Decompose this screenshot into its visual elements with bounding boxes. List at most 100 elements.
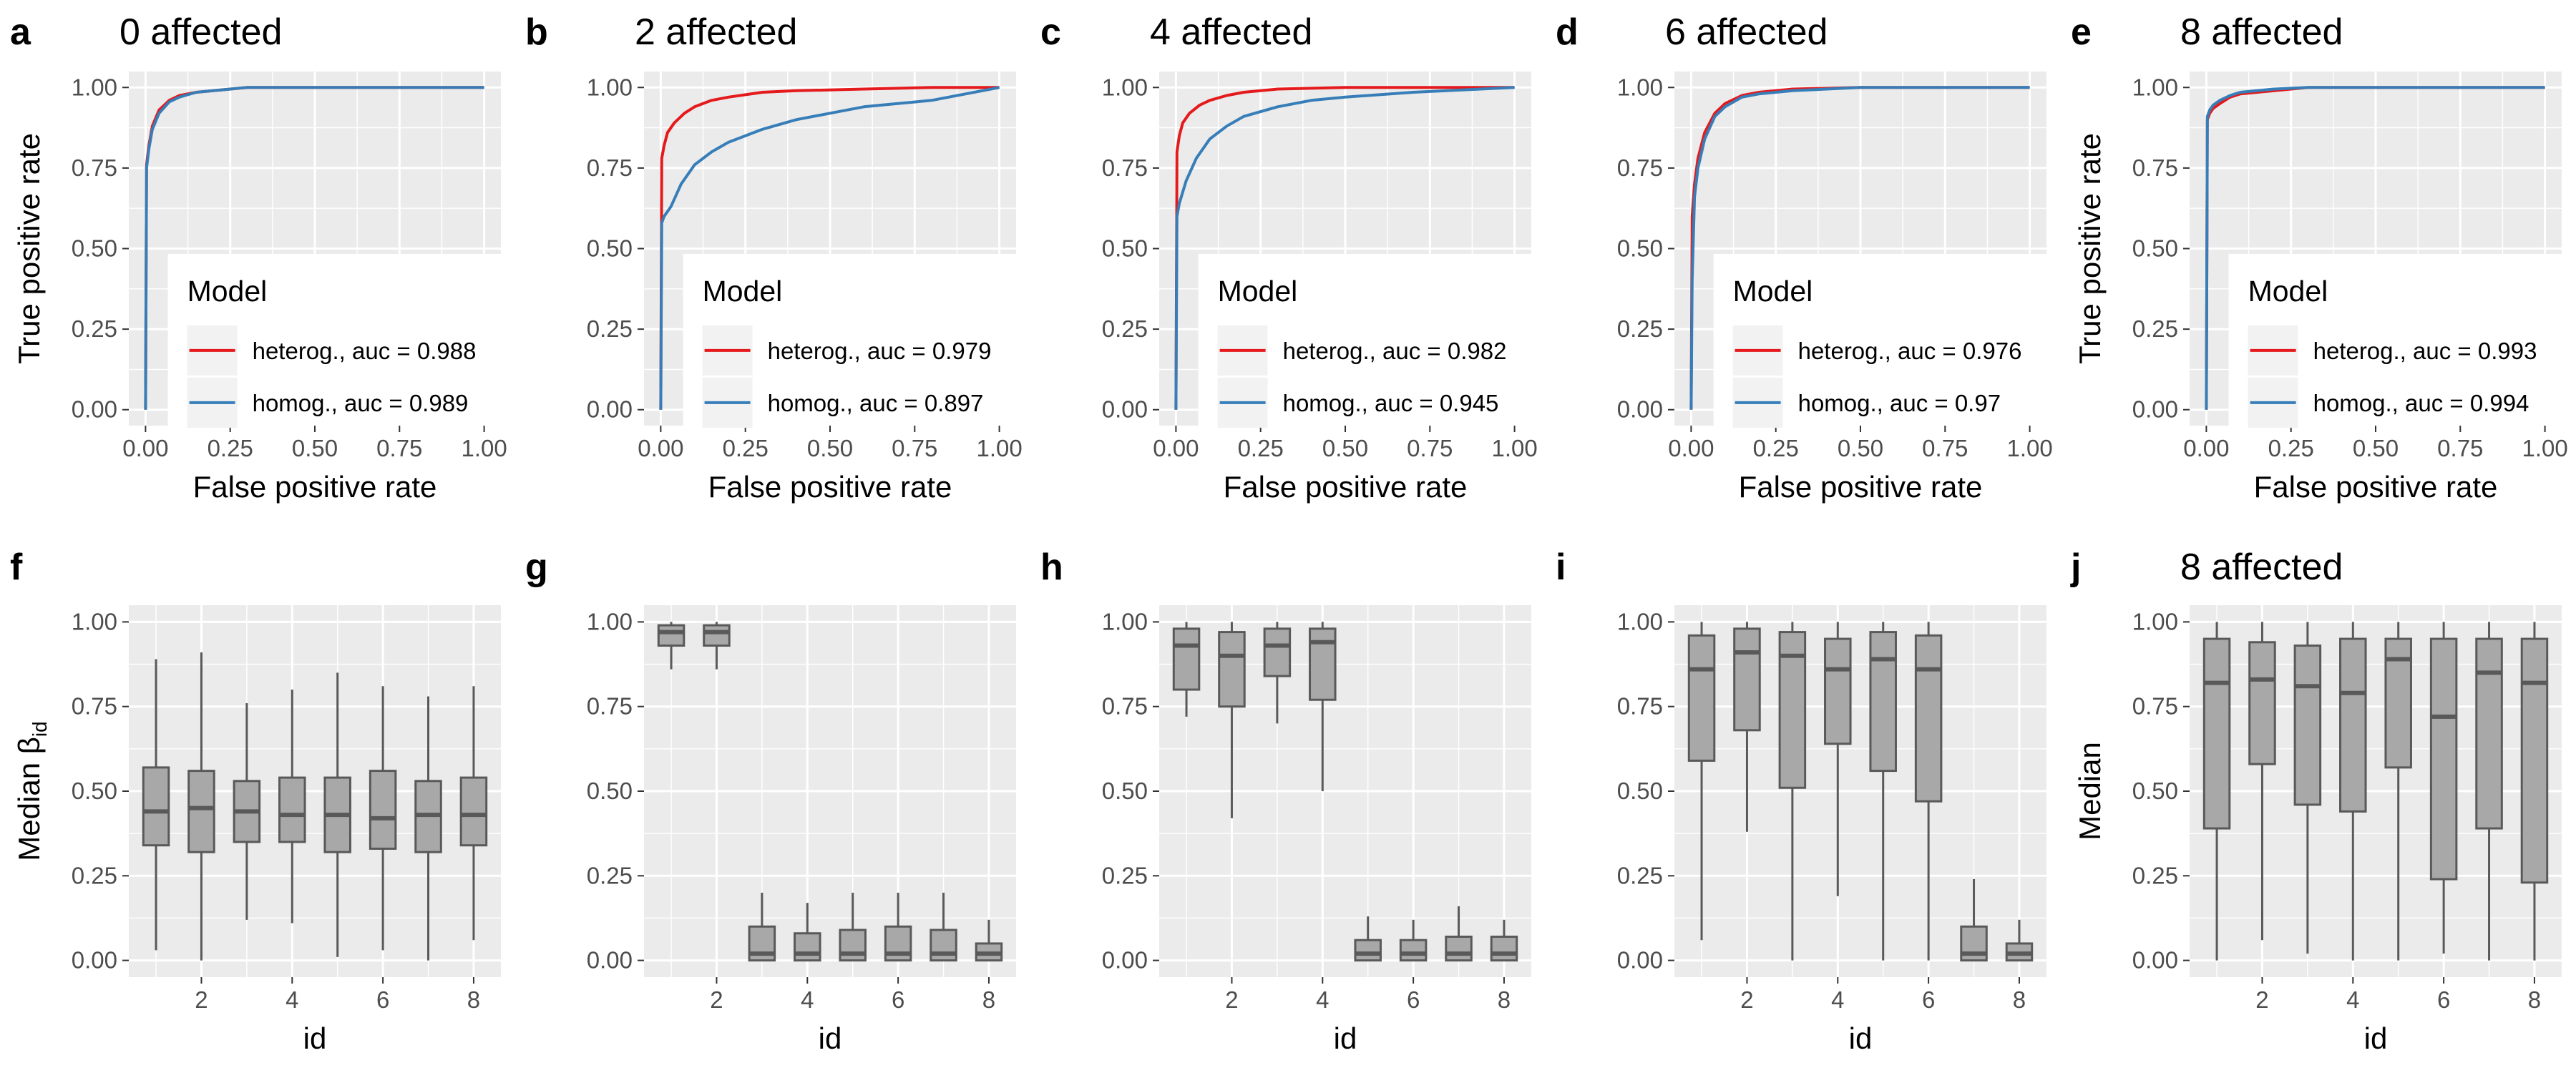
x-tick-label: 1.00 [2006, 435, 2052, 461]
y-tick-label: 0.25 [587, 862, 633, 888]
x-tick-label: 4 [1316, 986, 1329, 1013]
box-iqr [2202, 637, 2231, 830]
x-tick-label: 0.00 [2183, 435, 2229, 461]
boxplot-panel-h: 0.00 0.25 0.50 0.75 1.00 2 4 6 8 h id [1040, 547, 1531, 1055]
box-iqr [1172, 627, 1201, 691]
x-tick-label: 0.25 [1753, 435, 1799, 461]
box-id-1 [142, 659, 170, 951]
roc-curve-heterog [659, 86, 1000, 410]
box-id-5 [2384, 622, 2412, 961]
box-id-3 [1778, 622, 1807, 961]
boxplot-panel-j: 0.00 0.25 0.50 0.75 1.00 2 4 6 8 j 8 affected id Med… [2070, 547, 2562, 1055]
y-tick-label: 1.00 [2132, 74, 2178, 100]
y-tick-label: 0.50 [72, 235, 117, 262]
x-tick-label: 2 [2255, 986, 2268, 1013]
roc-panel-d: 0.000.00 0.25 0.25 0.50 0.50 0.75 0.75 1.00 1.00… [1556, 11, 2053, 504]
panel-title: 8 affected [2180, 547, 2343, 588]
x-axis-title: id [819, 1021, 842, 1055]
y-tick-label: 0.00 [72, 396, 117, 423]
box-id-5 [1354, 916, 1382, 962]
legend-label: homog., auc = 0.989 [253, 390, 469, 416]
box-id-7 [414, 696, 442, 961]
box-id-4 [278, 690, 306, 923]
legend: Model heterog., auc = 0.988 homog., auc = … [167, 253, 503, 428]
legend-label: homog., auc = 0.897 [768, 390, 984, 416]
roc-curve-homog [659, 86, 1000, 410]
y-axis-title: True positive rate [12, 133, 46, 364]
y-tick-label: 0.25 [2132, 315, 2178, 342]
x-tick-label: 0.75 [376, 435, 422, 461]
x-tick-label: 1.00 [461, 435, 507, 461]
box-iqr [1218, 631, 1246, 708]
box-iqr [1687, 634, 1716, 762]
y-axis-title-main: Median [2073, 742, 2107, 841]
panel-title: 2 affected [635, 11, 797, 53]
box-id-4 [2339, 622, 2367, 961]
box-iqr [459, 776, 488, 847]
x-tick-label: 4 [801, 986, 814, 1013]
x-tick-label: 0.50 [292, 435, 338, 461]
panel-letter: d [1556, 11, 1579, 53]
x-tick-label: 4 [1831, 986, 1844, 1013]
y-tick-label: 0.75 [1617, 693, 1663, 720]
x-tick-label: 6 [892, 986, 904, 1013]
y-tick-label: 1.00 [1617, 74, 1663, 100]
box-iqr [1354, 939, 1382, 962]
panel-letter: h [1040, 547, 1063, 588]
x-tick-label: 2 [1740, 986, 1753, 1013]
box-id-3 [1263, 622, 1292, 724]
y-axis-title-main: Median β [12, 737, 46, 861]
box-iqr [1914, 634, 1943, 803]
y-tick-label: 0.00 [1617, 396, 1663, 423]
roc-curve-heterog [1174, 86, 1515, 410]
legend: Model heterog., auc = 0.979 homog., auc = … [683, 253, 1018, 428]
panel-letter: e [2071, 11, 2092, 53]
legend: Model heterog., auc = 0.982 homog., auc = … [1198, 253, 1533, 428]
box-id-6 [2429, 622, 2458, 954]
y-tick-label: 0.50 [587, 235, 633, 262]
y-tick-label: 0.25 [1102, 862, 1148, 888]
box-id-5 [1869, 622, 1897, 961]
box-iqr [2429, 637, 2458, 881]
panel-letter: i [1556, 547, 1566, 588]
y-tick-label: 0.25 [587, 315, 633, 342]
y-tick-label: 0.50 [1617, 235, 1663, 262]
x-tick-label: 4 [286, 986, 298, 1013]
box-id-6 [1914, 622, 1943, 961]
x-tick-label: 0.25 [2268, 435, 2314, 461]
legend-label: homog., auc = 0.945 [1283, 390, 1499, 416]
x-tick-label: 8 [467, 986, 480, 1013]
x-tick-label: 0.75 [892, 435, 937, 461]
roc-panel-a: 0.000.00 0.25 0.25 0.50 0.50 0.75 0.75 1.00 1.00… [10, 11, 507, 504]
x-axis-title: False positive rate [1739, 470, 1983, 504]
y-tick-label: 0.25 [1617, 315, 1663, 342]
box-id-6 [884, 892, 912, 962]
x-tick-label: 0.75 [1922, 435, 1968, 461]
x-tick-label: 1.00 [2522, 435, 2567, 461]
box-id-8 [1490, 919, 1518, 962]
box-id-8 [459, 686, 488, 941]
legend: Model heterog., auc = 0.976 homog., auc = … [1713, 253, 2049, 428]
y-tick-label: 0.25 [1617, 862, 1663, 888]
y-tick-label: 0.25 [2132, 862, 2178, 888]
y-tick-label: 1.00 [2132, 608, 2178, 635]
x-axis-title: False positive rate [193, 470, 437, 504]
legend-label: heterog., auc = 0.976 [1798, 338, 2022, 364]
y-tick-label: 0.75 [72, 693, 117, 720]
x-axis-title: id [2364, 1021, 2388, 1055]
roc-curve-homog [1689, 86, 2030, 410]
box-id-7 [2475, 622, 2503, 961]
box-id-2 [2248, 622, 2276, 941]
y-tick-label: 0.50 [1102, 235, 1148, 262]
y-tick-label: 0.75 [587, 155, 633, 181]
panel-letter: j [2070, 547, 2081, 588]
y-tick-label: 0.75 [1102, 155, 1148, 181]
box-id-4 [1309, 622, 1337, 791]
x-tick-label: 6 [2437, 986, 2450, 1013]
x-tick-label: 8 [2013, 986, 2026, 1013]
y-tick-label: 0.50 [1617, 778, 1663, 804]
x-tick-label: 4 [2346, 986, 2359, 1013]
box-iqr [794, 932, 821, 962]
x-tick-label: 8 [982, 986, 995, 1013]
x-tick-label: 1.00 [1491, 435, 1537, 461]
